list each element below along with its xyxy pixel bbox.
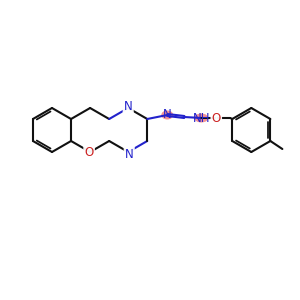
Text: O: O [85,146,94,158]
Text: N: N [124,100,133,112]
Text: NH: NH [193,112,210,124]
Text: O: O [212,112,221,124]
Text: N: N [163,109,172,122]
Ellipse shape [161,110,173,119]
Ellipse shape [194,113,208,122]
Text: N: N [125,148,134,160]
